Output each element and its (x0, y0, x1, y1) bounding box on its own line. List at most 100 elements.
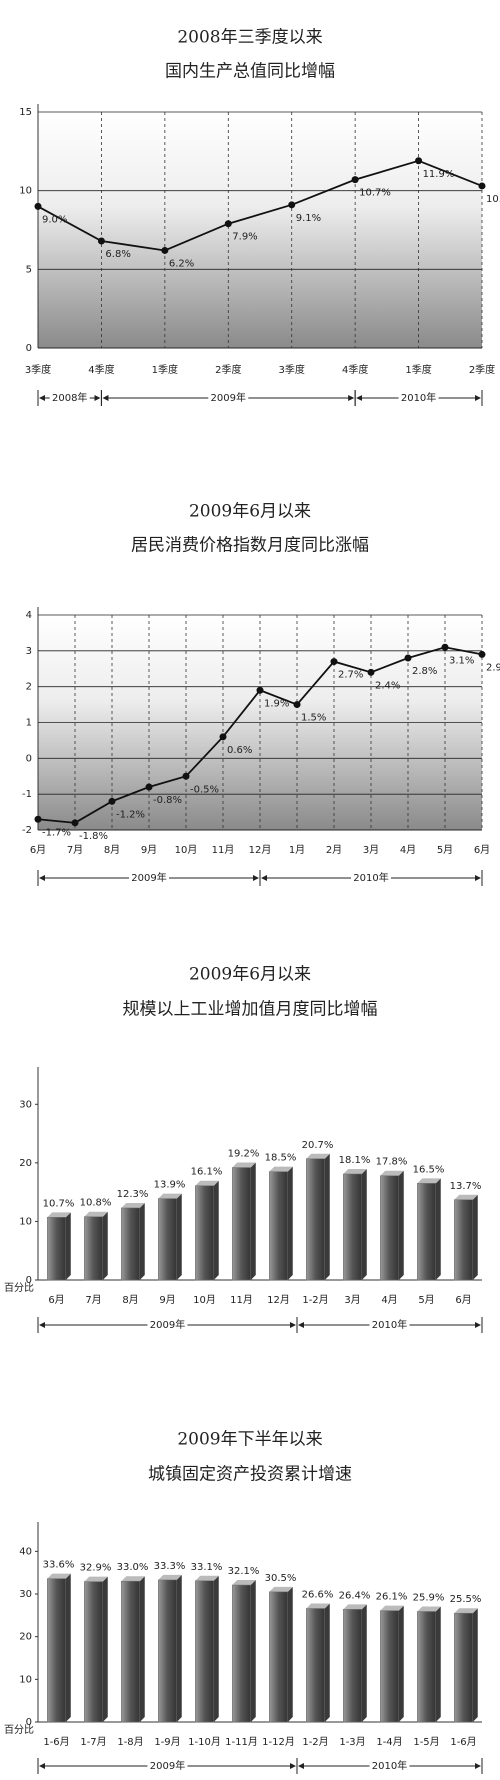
y-tick-label: 30 (19, 1099, 32, 1110)
bar-side (287, 1166, 293, 1280)
bar (343, 1609, 362, 1723)
point (478, 650, 486, 658)
bar-side (435, 1178, 441, 1280)
group-label: 2009年 (211, 391, 246, 404)
bar (84, 1581, 103, 1723)
group-label-bg (147, 1759, 188, 1773)
group-label: 2010年 (372, 1318, 407, 1331)
bar-side (250, 1162, 256, 1280)
bar (380, 1610, 399, 1723)
value-label: -1.2% (116, 809, 145, 820)
bar (121, 1207, 140, 1281)
x-tick-label: 1-10月 (188, 1736, 221, 1748)
value-label: 33.6% (43, 1560, 75, 1571)
x-tick-label: 1-2月 (302, 1736, 328, 1748)
value-label: 1.9% (264, 698, 289, 709)
value-label: 9.0% (42, 214, 67, 225)
value-label: 7.9% (232, 232, 257, 243)
bar-side (65, 1573, 71, 1722)
bar (454, 1199, 473, 1281)
value-label: 13.9% (154, 1180, 186, 1191)
bar-top (195, 1575, 219, 1581)
value-label: 11.9% (423, 169, 455, 180)
bar-side (139, 1202, 145, 1280)
group-label: 2009年 (150, 1759, 185, 1772)
value-label: -0.5% (190, 784, 219, 795)
bar-top (195, 1180, 219, 1186)
value-label: 26.1% (376, 1592, 408, 1603)
bar (158, 1579, 177, 1723)
bar-top (232, 1580, 256, 1586)
bar-side (176, 1193, 182, 1280)
bar-top (84, 1211, 108, 1217)
bar-side (139, 1576, 145, 1722)
group-label-bg (208, 391, 249, 405)
bar (195, 1185, 214, 1281)
bar-side (102, 1576, 108, 1722)
value-label: -0.8% (153, 795, 182, 806)
x-tick-label: 1-5月 (413, 1736, 439, 1748)
value-label: 25.9% (413, 1592, 445, 1603)
x-tick-label: 1-6月 (43, 1736, 69, 1748)
value-label: 19.2% (228, 1149, 260, 1160)
x-tick-label: 2月 (326, 844, 342, 856)
y-tick-label: 10 (19, 186, 32, 197)
group-label-bg (398, 391, 439, 405)
line (37, 159, 483, 252)
chart-subtitle: 城镇固定资产投资累计增速 (148, 1465, 352, 1485)
value-label: 18.1% (339, 1155, 371, 1166)
bar-side (324, 1603, 330, 1722)
y-tick-label: 2 (26, 682, 32, 693)
x-tick-label: 3月 (344, 1294, 360, 1306)
y-tick-label: 10 (19, 1216, 32, 1227)
x-tick-label: 1-9月 (154, 1736, 180, 1748)
bar (269, 1171, 288, 1281)
group-label: 2010年 (401, 391, 436, 404)
y-tick-label: 30 (19, 1589, 32, 1600)
bar (343, 1173, 362, 1281)
point (367, 668, 375, 676)
value-label: 2.9% (486, 662, 500, 673)
value-label: -1.8% (79, 831, 108, 842)
group-label: 2009年 (150, 1318, 185, 1331)
value-label: 13.7% (450, 1181, 482, 1192)
bar-top (232, 1162, 256, 1168)
unit-label: 百分比 (4, 1724, 34, 1736)
bar-side (398, 1605, 404, 1722)
bar-top (121, 1576, 145, 1582)
chart-title: 2009年下半年以来 (177, 1430, 322, 1450)
value-label: 10.3% (486, 194, 500, 205)
x-tick-label: 4季度 (88, 363, 114, 376)
unit-label: 百分比 (4, 1282, 34, 1294)
x-tick-label: 1-2月 (302, 1294, 328, 1306)
x-tick-label: 7月 (85, 1294, 101, 1306)
bar-top (47, 1212, 71, 1218)
bar-top (121, 1202, 145, 1208)
group-label: 2010年 (353, 871, 388, 884)
point (219, 733, 227, 741)
point (415, 157, 423, 165)
x-tick-label: 4月 (381, 1294, 397, 1306)
value-label: 32.9% (80, 1563, 112, 1574)
value-label: 33.3% (154, 1561, 186, 1572)
value-label: 0.6% (227, 745, 252, 756)
x-tick-label: 8月 (104, 844, 120, 856)
y-tick-label: 0 (26, 1275, 32, 1286)
y-tick-label: 20 (19, 1632, 32, 1643)
x-tick-label: 12月 (249, 844, 272, 856)
bar-side (213, 1575, 219, 1722)
x-tick-label: 10月 (175, 844, 198, 856)
bar-top (454, 1194, 478, 1200)
x-tick-label: 2季度 (469, 363, 495, 376)
value-label: 16.5% (413, 1164, 445, 1175)
group-label-bg (369, 1759, 410, 1773)
bar-top (269, 1166, 293, 1172)
bar-side (287, 1586, 293, 1722)
bar-top (84, 1576, 108, 1582)
x-tick-label: 1-6月 (450, 1736, 476, 1748)
value-label: 20.7% (302, 1140, 334, 1151)
value-label: 25.5% (450, 1594, 482, 1605)
value-label: 10.8% (80, 1198, 112, 1209)
point (182, 772, 190, 780)
x-tick-label: 4季度 (342, 363, 368, 376)
